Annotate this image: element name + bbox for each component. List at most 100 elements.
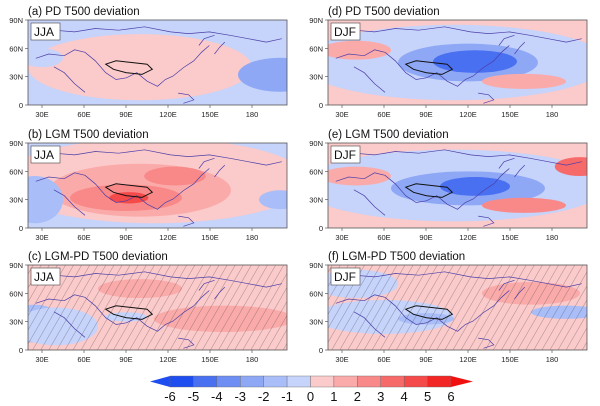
coastline (214, 164, 226, 178)
y-tick-label: 90N (309, 16, 323, 25)
coastline (214, 41, 226, 55)
x-tick-label: 60E (377, 110, 390, 119)
coastline (53, 311, 86, 338)
x-tick-label: 60E (77, 355, 90, 364)
significance-hatching (328, 265, 587, 350)
contour-region (482, 197, 566, 213)
x-tick-label: 180 (546, 355, 559, 364)
season-label-box (330, 145, 361, 164)
contour-region (433, 50, 517, 73)
colorbar-swatch (263, 375, 288, 388)
colorbar-tick-label: 4 (401, 389, 408, 404)
coastline (198, 279, 215, 291)
coastline (214, 286, 226, 300)
colorbar-swatch (333, 375, 358, 388)
coastline (514, 164, 526, 178)
colorbar-tick-label: -1 (281, 389, 293, 404)
x-tick-label: 150E (201, 233, 219, 242)
y-tick-label: 0 (319, 101, 323, 110)
colorbar-tick-label: -5 (188, 389, 200, 404)
contour-region (144, 166, 206, 186)
panel-frame (327, 264, 588, 351)
x-tick-label: 180 (246, 110, 259, 119)
coastline (335, 271, 582, 288)
coastline (353, 189, 386, 216)
coastline (178, 92, 195, 104)
y-tick-label: 30N (309, 318, 323, 327)
panel-frame (27, 142, 288, 229)
colorbar-tick-label: 3 (377, 389, 384, 404)
panel-title: (e) LGM T500 deviation (328, 129, 449, 141)
colorbar-tick-label: -2 (258, 389, 270, 404)
y-tick-label: 30N (9, 196, 23, 205)
x-tick-label: 30E (35, 233, 48, 242)
coastline (478, 215, 495, 227)
colorbar-swatch (169, 375, 194, 388)
tibetan-plateau-outline (104, 183, 154, 198)
x-tick-label: 60E (77, 110, 90, 119)
tibetan-plateau-outline (104, 60, 154, 75)
x-tick-label: 90E (419, 355, 432, 364)
x-tick-label: 150E (501, 233, 519, 242)
y-tick-label: 60N (309, 167, 323, 176)
colorbar-extend-high (451, 376, 473, 387)
y-tick-label: 90N (309, 261, 323, 270)
x-tick-label: 30E (35, 110, 48, 119)
x-tick-label: 120E (459, 355, 477, 364)
x-tick-label: 120E (159, 110, 177, 119)
contour-region (440, 177, 510, 196)
panel-e: (e) LGM T500 deviation DJF 0 30N 60N 90N 30E 60… (309, 129, 588, 242)
x-tick-label: 60E (377, 233, 390, 242)
x-tick-label: 120E (159, 355, 177, 364)
x-tick-label: 150E (201, 110, 219, 119)
y-tick-label: 90N (9, 261, 23, 270)
panel-title: (b) LGM T500 deviation (28, 129, 149, 141)
x-tick-label: 90E (419, 233, 432, 242)
contour-region (328, 166, 391, 186)
coastline (335, 290, 510, 332)
panel-d: (d) PD T500 deviation DJF 0 30N 60N 90N 30E 60E… (309, 6, 588, 119)
season-label: JJA (34, 25, 54, 39)
y-tick-label: 0 (19, 101, 23, 110)
coastline (198, 157, 215, 169)
coastline (498, 34, 515, 46)
y-tick-label: 0 (319, 346, 323, 355)
y-tick-label: 30N (309, 73, 323, 82)
coastline (514, 41, 526, 55)
colorbar-swatch (286, 375, 311, 388)
contour-region (28, 34, 252, 101)
coastline (335, 168, 510, 210)
panel-b: (b) LGM T500 deviation JJA 0 30N 60N 90N 30E 60… (9, 129, 288, 242)
x-tick-label: 90E (119, 110, 132, 119)
x-tick-label: 180 (246, 355, 259, 364)
coastline (35, 168, 210, 210)
x-tick-label: 150E (501, 110, 519, 119)
panel-f: (f) LGM-PD T500 deviation DJF 0 30N 60N 90N 30… (309, 251, 588, 364)
y-tick-label: 60N (9, 167, 23, 176)
significance-hatching (28, 265, 287, 350)
y-tick-label: 90N (9, 139, 23, 148)
contour-region (259, 190, 287, 210)
panel-frame (327, 142, 588, 229)
tibetan-plateau-outline (404, 183, 454, 198)
season-label-box (30, 267, 61, 286)
contour-region (554, 157, 587, 177)
coastline (53, 66, 86, 93)
y-tick-label: 0 (19, 224, 23, 233)
y-tick-label: 90N (309, 139, 323, 148)
y-tick-label: 30N (9, 73, 23, 82)
coastline (178, 215, 195, 227)
colorbar-tick-label: 6 (447, 389, 454, 404)
y-tick-label: 90N (9, 16, 23, 25)
colorbar-swatch (427, 375, 452, 388)
x-tick-label: 120E (459, 233, 477, 242)
y-tick-label: 30N (309, 196, 323, 205)
colorbar-swatch (310, 375, 335, 388)
coastline (478, 337, 495, 349)
colorbar-swatch (380, 375, 405, 388)
colorbar-tick-label: -4 (211, 389, 223, 404)
coastline (35, 271, 282, 288)
contour-region (28, 48, 63, 68)
x-tick-label: 180 (546, 110, 559, 119)
panel-frame (327, 19, 588, 106)
